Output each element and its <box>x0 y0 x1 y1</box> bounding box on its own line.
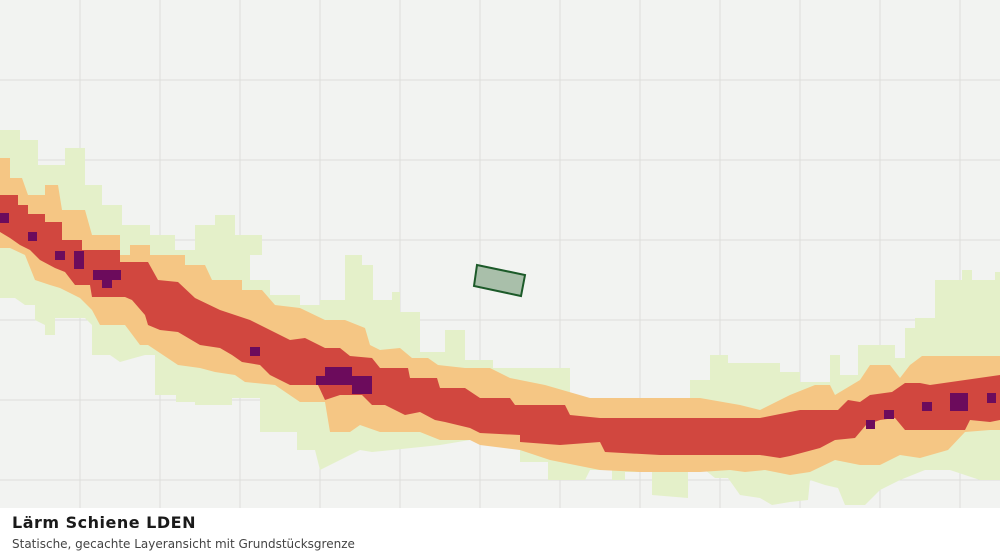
noise-zone-very-high <box>0 213 996 429</box>
caption-panel: Lärm Schiene LDEN Statische, gecachte La… <box>0 508 1000 560</box>
map-view <box>0 0 1000 508</box>
map-subtitle: Statische, gecachte Layeransicht mit Gru… <box>12 537 355 551</box>
parcel-boundary[interactable] <box>472 263 527 298</box>
map-title: Lärm Schiene LDEN <box>12 513 196 532</box>
noise-zone-high <box>0 195 1000 458</box>
